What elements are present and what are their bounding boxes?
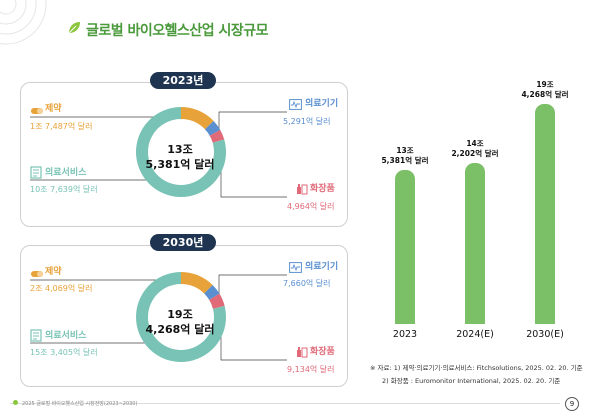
bar-data-label-line2: 4,268억 달러 xyxy=(521,89,569,99)
device-label-2030: 의료기기 xyxy=(305,262,339,272)
pharma-label-2030: 제약 xyxy=(45,267,62,277)
donut-slice-device xyxy=(204,284,220,300)
x-tick-label: 2023 xyxy=(392,329,418,340)
cosmetic-label-2030: 화장품 xyxy=(310,347,335,357)
footer-line xyxy=(10,403,560,404)
bar-data-label-line1: 14조 xyxy=(466,138,484,148)
cosmetic-icon xyxy=(296,180,308,199)
donut-center-line1-2023: 13조 xyxy=(167,143,193,156)
source-note-1: ※ 자료: 1) 제약·의료기기·의료서비스: Fitchsolutions, … xyxy=(370,364,583,372)
panel-2030 xyxy=(20,245,348,387)
cosmetic-leader-2030 xyxy=(220,308,287,361)
device-label-2023: 의료기기 xyxy=(305,99,339,109)
x-tick-label: 2024(E) xyxy=(456,329,494,340)
bar-data-label-line2: 2,202억 달러 xyxy=(451,148,499,158)
bar-chart: 13조 5,381억 달러 2023 14조 2,202억 달러 2024(E) 19조 4,… xyxy=(370,60,580,350)
donut-slice-pharma xyxy=(181,272,213,294)
donut-center-line2-2030: 4,268억 달러 xyxy=(145,323,215,336)
donut-slice-pharma xyxy=(181,107,214,130)
cosmetic-icon xyxy=(296,343,308,362)
device-value-2030: 7,660억 달러 xyxy=(283,279,331,288)
year-pill-2030: 2030년 xyxy=(150,234,216,251)
device-value-2023: 5,291억 달러 xyxy=(283,117,331,126)
bar-data-label-line2: 5,381억 달러 xyxy=(381,156,429,166)
page-title: 글로벌 바이오헬스산업 시장규모 xyxy=(86,23,269,39)
bar-data-label-line1: 13조 xyxy=(396,146,414,156)
donut-slice-cosmetic xyxy=(209,129,225,143)
service-icon xyxy=(30,164,42,183)
device-leader-2023 xyxy=(218,111,287,131)
bar-2024(E) xyxy=(465,162,485,324)
footer-dot-icon xyxy=(13,400,18,405)
device-leader-2030 xyxy=(218,274,287,294)
device-icon xyxy=(289,95,302,114)
x-tick-label: 2030(E) xyxy=(526,329,564,340)
device-icon xyxy=(289,258,302,277)
service-value-2023: 10조 7,639억 달러 xyxy=(30,185,98,194)
donut-center-2023: 13조 5,381억 달러 xyxy=(140,142,220,172)
donut-center-line1-2030: 19조 xyxy=(167,308,193,321)
pharma-value-2030: 2조 4,069억 달러 xyxy=(30,284,93,293)
service-label-2030: 의료서비스 xyxy=(45,331,87,341)
pharma-icon xyxy=(30,101,44,120)
bar-data-label-line1: 19조 xyxy=(536,79,554,89)
cosmetic-value-2030: 9,134억 달러 xyxy=(287,365,335,374)
bar-data-label: 14조 2,202억 달러 xyxy=(435,139,515,159)
donut-center-2030: 19조 4,268억 달러 xyxy=(140,307,220,337)
bar-data-label: 13조 5,381억 달러 xyxy=(365,146,445,166)
service-icon xyxy=(30,327,42,346)
donut-slice-device xyxy=(204,121,221,136)
cosmetic-value-2023: 4,964억 달러 xyxy=(287,202,335,211)
bar-2023 xyxy=(395,170,415,324)
footer-text: 2025 글로벌 바이오헬스산업 시장전망(2023~2030) xyxy=(22,401,138,407)
bar-data-label: 19조 4,268억 달러 xyxy=(505,80,585,100)
donut-center-line2-2023: 5,381억 달러 xyxy=(145,158,215,171)
pharma-value-2023: 1조 7,487억 달러 xyxy=(30,122,93,131)
year-pill-2023: 2023년 xyxy=(150,72,216,89)
panel-2023 xyxy=(20,82,348,227)
pharma-label-2023: 제약 xyxy=(45,104,62,114)
corner-decoration xyxy=(0,0,86,60)
donut-slice-cosmetic xyxy=(209,293,225,309)
title-leaf-icon xyxy=(66,20,82,40)
cosmetic-label-2023: 화장품 xyxy=(310,184,335,194)
source-note-2: 2) 화장품 : Euromonitor International, 2025… xyxy=(382,377,561,385)
service-value-2030: 15조 3,405억 달러 xyxy=(30,348,98,357)
pharma-icon xyxy=(30,264,44,283)
service-label-2023: 의료서비스 xyxy=(45,168,87,178)
page-number: 9 xyxy=(565,397,579,411)
bar-2030(E) xyxy=(535,103,555,324)
